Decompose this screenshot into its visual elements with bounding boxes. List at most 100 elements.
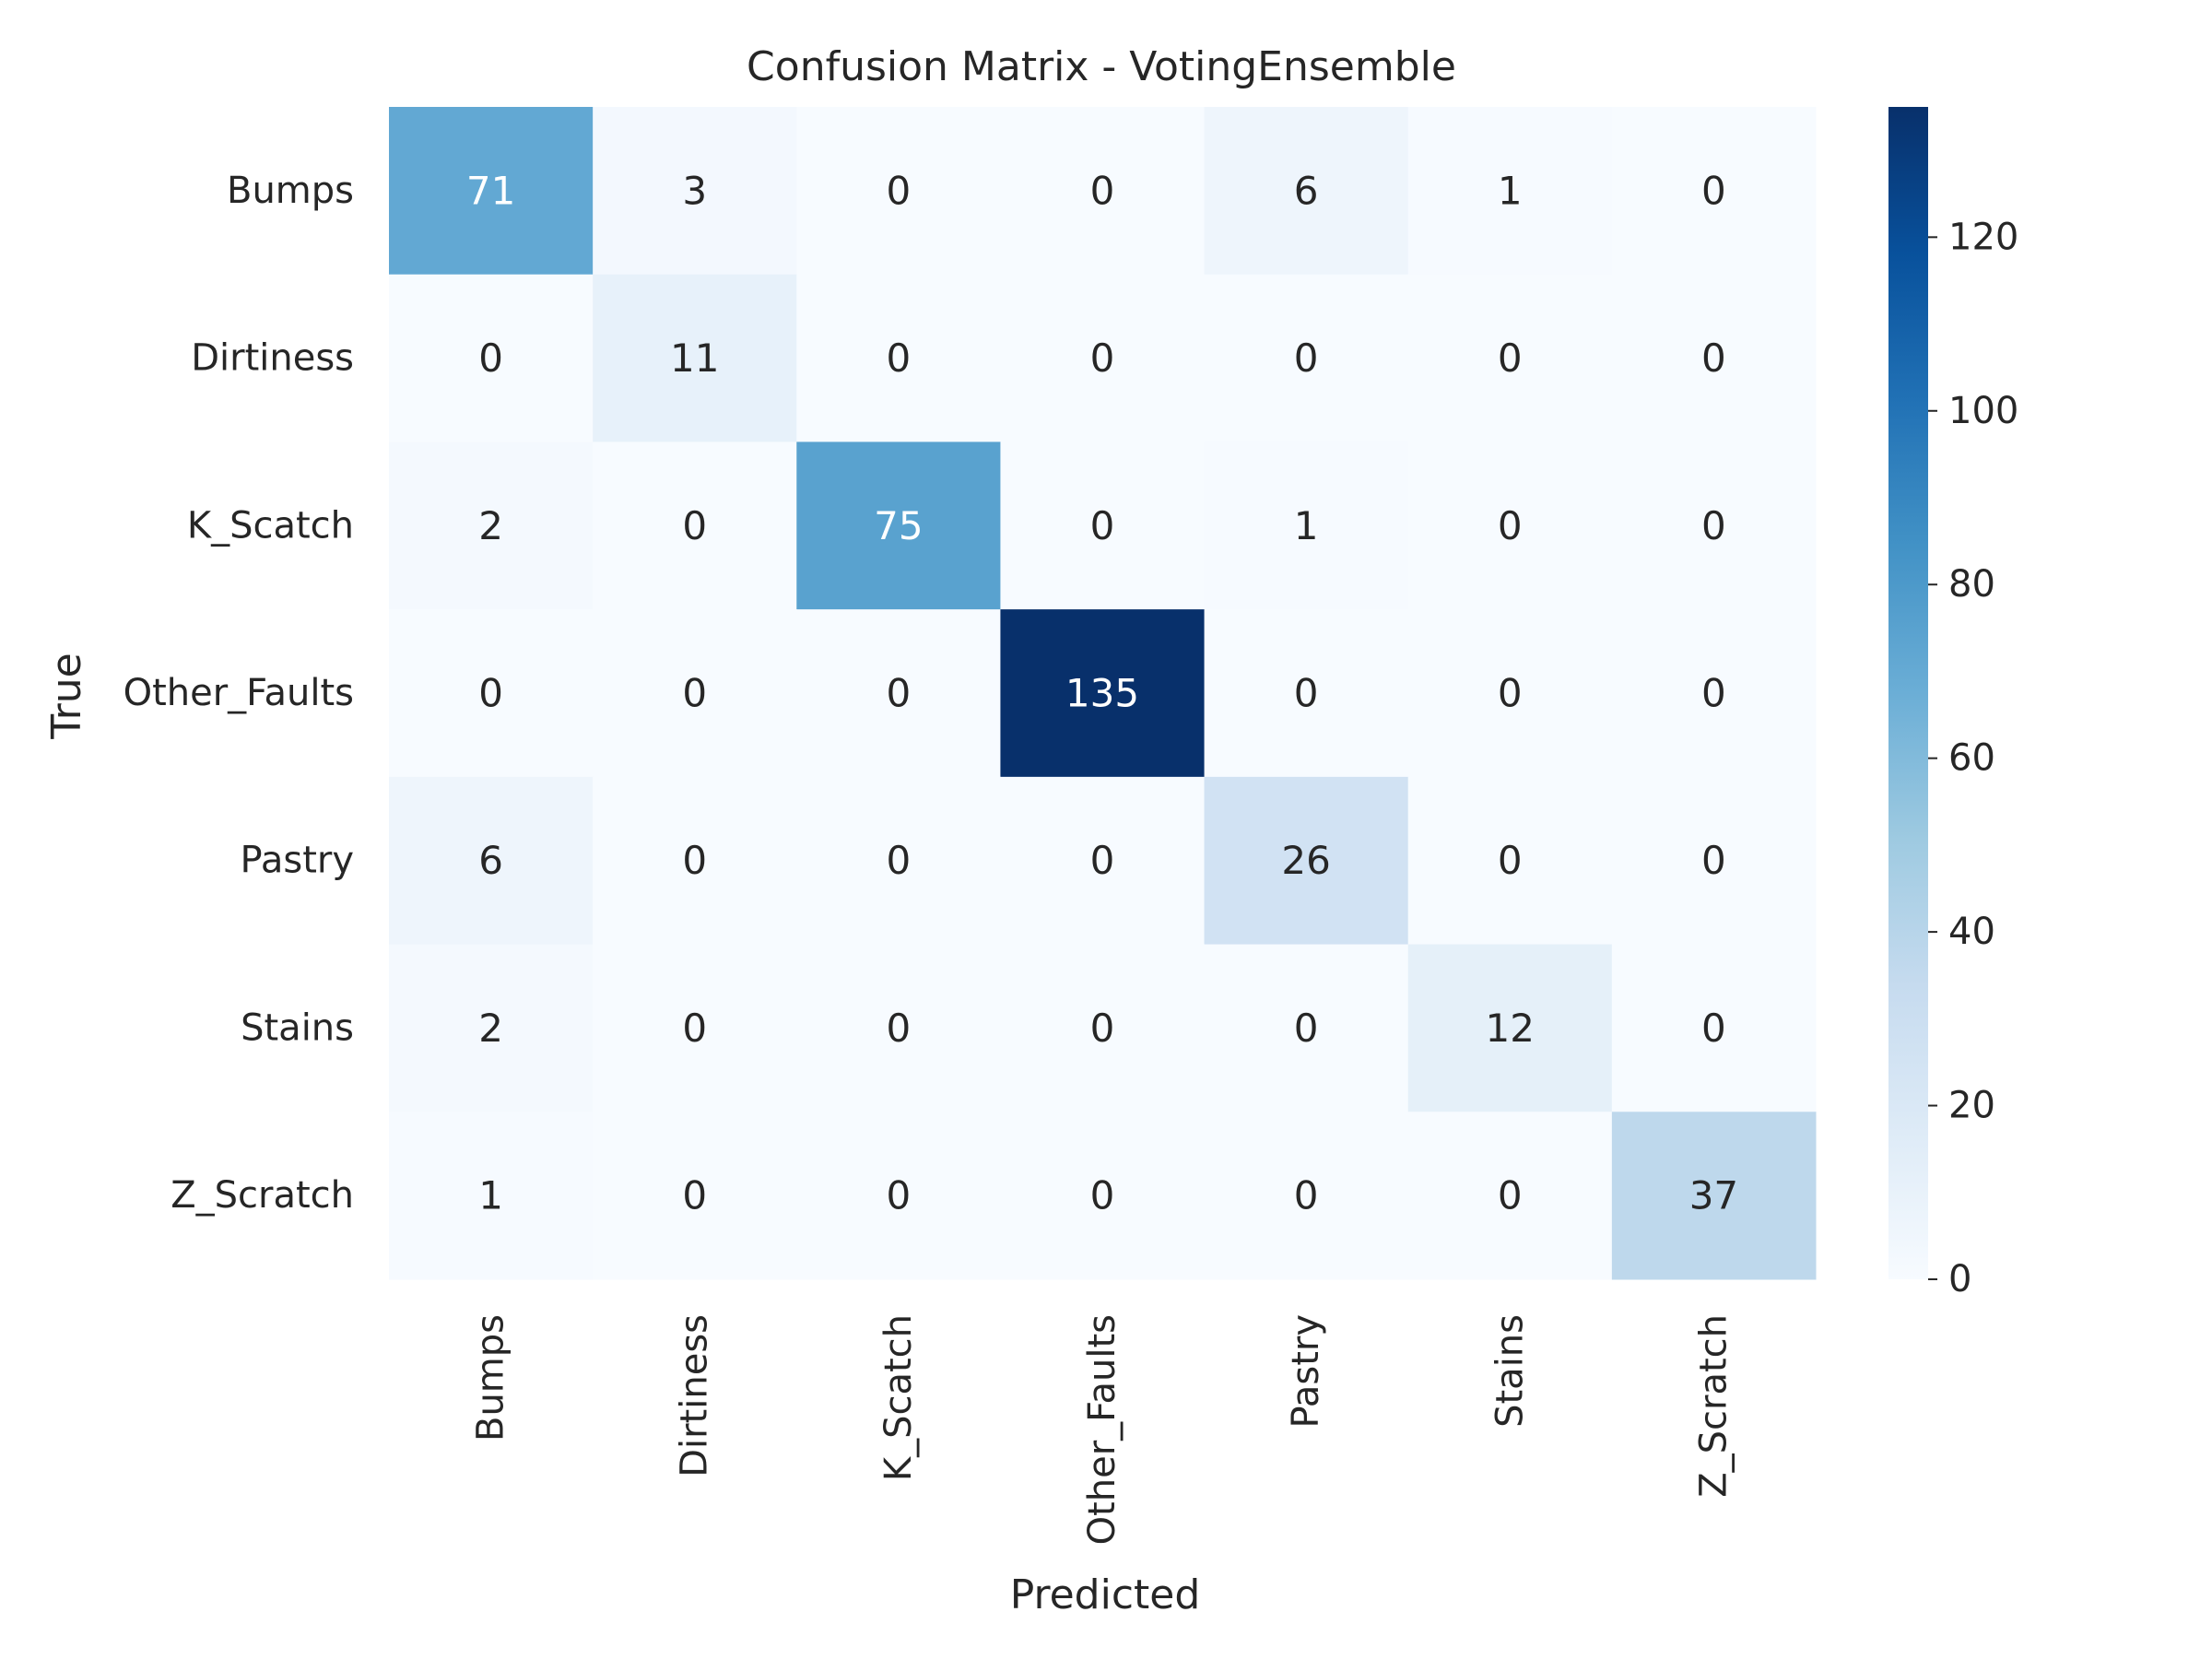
heatmap-cell (389, 107, 594, 276)
cell-value-label: 0 (1294, 1173, 1319, 1218)
heatmap-cell (389, 944, 594, 1112)
cell-value-label: 0 (1090, 1006, 1115, 1051)
cell-value-label: 0 (1090, 503, 1115, 548)
x-tick-label: Dirtiness (674, 1314, 716, 1477)
cell-value-label: 0 (886, 1173, 911, 1218)
heatmap-cell (1611, 609, 1817, 778)
heatmap-cell (1204, 776, 1409, 946)
heatmap-cell (1611, 441, 1817, 610)
heatmap-cell (593, 776, 797, 946)
heatmap-cell (1204, 944, 1409, 1112)
heatmap-cell (1611, 944, 1817, 1112)
cell-value-label: 0 (682, 1173, 707, 1218)
heatmap-cell (1000, 274, 1206, 442)
heatmap-cell (1407, 944, 1613, 1112)
colorbar-tick-label: 120 (1948, 216, 2018, 258)
cell-value-label: 12 (1486, 1006, 1535, 1051)
cell-value-label: 0 (682, 1006, 707, 1051)
heatmap-cell (796, 609, 1001, 778)
heatmap-cell (796, 274, 1001, 442)
heatmap-cell (1204, 274, 1409, 442)
cell-value-label: 0 (1294, 335, 1319, 381)
cell-value-label: 6 (1294, 168, 1319, 213)
x-axis-label: Predicted (1010, 1571, 1201, 1618)
heatmap-cell (1407, 609, 1613, 778)
cell-value-label: 0 (478, 335, 503, 381)
cell-value-label: 0 (682, 503, 707, 548)
y-tick-label: Bumps (227, 170, 354, 212)
colorbar-tick-label: 0 (1948, 1258, 1971, 1300)
heatmap-cell (1611, 107, 1817, 276)
cell-value-label: 0 (1701, 503, 1726, 548)
x-tick-label: K_Scatch (877, 1314, 920, 1481)
cell-value-label: 0 (1498, 335, 1523, 381)
x-tick-label: Stains (1488, 1314, 1531, 1428)
cell-value-label: 0 (682, 838, 707, 883)
heatmap-cells (389, 107, 1817, 1280)
x-tick-labels: Bumps Dirtiness K_Scatch Other_Faults Pastry… (470, 1314, 1735, 1545)
colorbar-tick-label: 40 (1948, 911, 1995, 953)
heatmap-cell (593, 107, 797, 276)
heatmap-cell (796, 944, 1001, 1112)
cell-value-label: 2 (478, 503, 503, 548)
cell-value-label: 0 (1498, 503, 1523, 548)
cell-value-label: 1 (478, 1173, 503, 1218)
colorbar (1888, 107, 1928, 1279)
heatmap-cell-labels: 71 3 0 0 6 1 0 0 11 0 0 0 0 0 2 0 75 0 1 0 0 0 0 0 135 0 0 0 6 0 0 0 26 0… (466, 168, 1738, 1218)
heatmap-cell (1407, 441, 1613, 610)
heatmap-cell (593, 1112, 797, 1280)
heatmap-cell (1407, 1112, 1613, 1280)
cell-value-label: 0 (1294, 671, 1319, 716)
cell-value-label: 71 (466, 168, 515, 213)
heatmap-cell (1204, 1112, 1409, 1280)
cell-value-label: 0 (1701, 838, 1726, 883)
heatmap-cell (593, 441, 797, 610)
cell-value-label: 0 (1294, 1006, 1319, 1051)
heatmap-cell (1407, 274, 1613, 442)
y-tick-label: Pastry (241, 840, 354, 882)
cell-value-label: 3 (682, 168, 707, 213)
cell-value-label: 0 (1701, 335, 1726, 381)
heatmap-cell (389, 776, 594, 946)
y-tick-label: Dirtiness (191, 337, 354, 380)
heatmap-cell (1000, 441, 1206, 610)
cell-value-label: 0 (886, 335, 911, 381)
cell-value-label: 1 (1498, 168, 1523, 213)
colorbar-ticks: 0 20 40 60 80 100 120 (1928, 216, 2018, 1300)
cell-value-label: 0 (1701, 168, 1726, 213)
heatmap-cell (1000, 776, 1206, 946)
heatmap-cell (389, 609, 594, 778)
cell-value-label: 0 (886, 1006, 911, 1051)
heatmap-cell (1204, 107, 1409, 276)
cell-value-label: 0 (1090, 168, 1115, 213)
heatmap-cell (1611, 274, 1817, 442)
cell-value-label: 0 (886, 671, 911, 716)
cell-value-label: 0 (1498, 838, 1523, 883)
x-tick-label: Pastry (1285, 1314, 1327, 1428)
heatmap-cell (1000, 609, 1206, 778)
heatmap-cell (1407, 776, 1613, 946)
cell-value-label: 0 (886, 168, 911, 213)
y-axis-label: True (43, 653, 90, 739)
heatmap-cell (1204, 441, 1409, 610)
heatmap-cell (1000, 1112, 1206, 1280)
cell-value-label: 0 (1498, 1173, 1523, 1218)
cell-value-label: 37 (1689, 1173, 1738, 1218)
cell-value-label: 0 (1090, 1173, 1115, 1218)
heatmap-cell (593, 274, 797, 442)
heatmap-cell (389, 1112, 594, 1280)
heatmap-cell (389, 274, 594, 442)
cell-value-label: 0 (478, 671, 503, 716)
colorbar-tick-label: 60 (1948, 737, 1995, 780)
colorbar-tick-label: 100 (1948, 390, 2018, 432)
cell-value-label: 0 (1498, 671, 1523, 716)
heatmap-cell (796, 1112, 1001, 1280)
cell-value-label: 0 (682, 671, 707, 716)
y-tick-label: Stains (241, 1006, 354, 1049)
chart-title: Confusion Matrix - VotingEnsemble (747, 43, 1456, 90)
colorbar-tick-label: 80 (1948, 563, 1995, 606)
heatmap-cell (1611, 1112, 1817, 1280)
cell-value-label: 26 (1281, 838, 1330, 883)
y-tick-label: K_Scatch (187, 504, 354, 547)
